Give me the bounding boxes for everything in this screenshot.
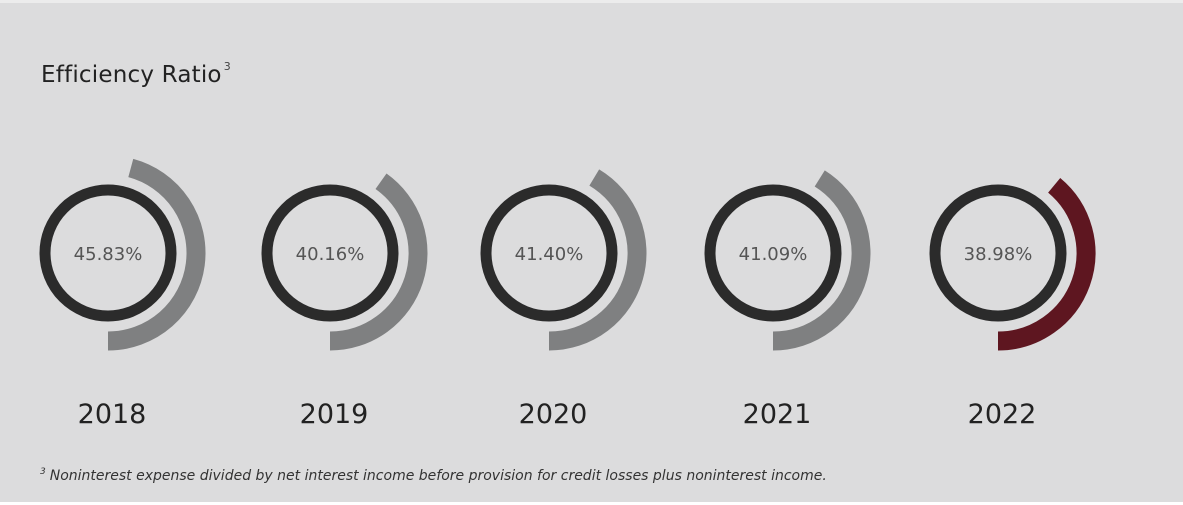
chart-title: Efficiency Ratio 3 <box>41 60 231 88</box>
gauge-ring-2020 <box>480 184 618 322</box>
gauge-chart: 45.83% 2018 40.16% 2019 41.40% 2020 41.09% 2021… <box>39 158 1096 430</box>
gauge-value-label-2022: 38.98% <box>964 244 1033 265</box>
gauge-arc-2019 <box>329 173 428 351</box>
gauge-year-label-2019: 2019 <box>300 399 369 430</box>
chart-title-text: Efficiency Ratio <box>41 62 222 88</box>
title-footnote-marker: 3 <box>223 60 231 73</box>
gauge-arc-2018 <box>107 158 206 351</box>
gauge-arc-2021 <box>772 170 871 351</box>
gauge-ring-2021 <box>704 184 842 322</box>
gauge-year-label-2018: 2018 <box>78 399 147 430</box>
footnote-marker: 3 <box>40 467 46 477</box>
gauge-year-label-2022: 2022 <box>968 399 1037 430</box>
gauge-arc-2022 <box>997 177 1096 351</box>
gauge-value-label-2019: 40.16% <box>296 244 365 265</box>
gauge-ring-2022 <box>929 184 1067 322</box>
gauge-ring-2019 <box>261 184 399 322</box>
gauge-year-label-2020: 2020 <box>519 399 588 430</box>
gauge-ring-2018 <box>39 184 177 322</box>
footnote-text: Noninterest expense divided by net inter… <box>49 468 827 484</box>
gauge-value-label-2020: 41.40% <box>515 244 584 265</box>
footnote: 3 Noninterest expense divided by net inte… <box>40 467 827 484</box>
gauge-value-label-2018: 45.83% <box>74 244 143 265</box>
gauge-year-label-2021: 2021 <box>743 399 812 430</box>
gauge-arc-2020 <box>548 169 647 351</box>
gauge-value-label-2021: 41.09% <box>739 244 808 265</box>
